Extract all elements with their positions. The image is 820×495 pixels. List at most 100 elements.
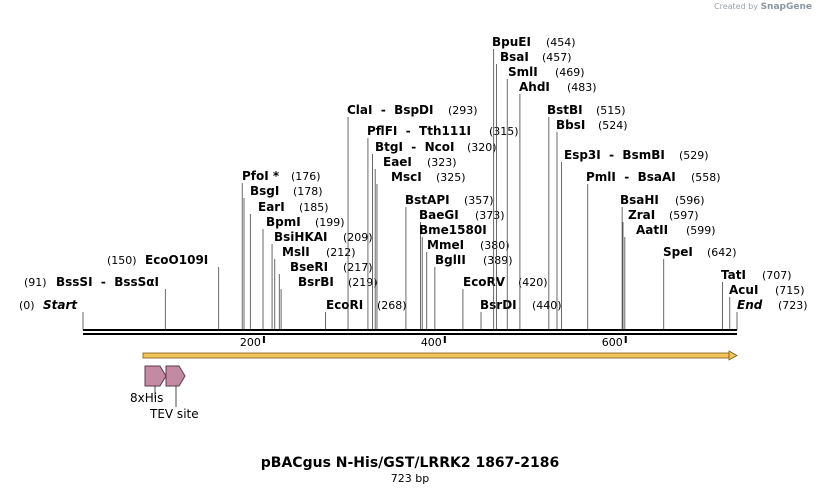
enzyme-position: (723)	[778, 299, 808, 312]
enzyme-name: ClaI - BspDI	[347, 103, 433, 117]
enzyme-name: AcuI	[729, 283, 758, 297]
enzyme-name: Start	[43, 298, 78, 312]
enzyme-site[interactable]: BstAPI (357)	[405, 193, 494, 330]
enzyme-name: BsiHKAI	[274, 230, 328, 244]
enzyme-sites: Start (0) BssSI - BssSαI (91) EcoO109I (150) P…	[19, 35, 808, 330]
enzyme-site[interactable]: PmlI - BsaAI (558)	[586, 170, 721, 330]
enzyme-position: (323)	[427, 156, 457, 169]
snapgene-credit: Created by SnapGene	[714, 2, 812, 12]
enzyme-site[interactable]: SmlI (469)	[506, 65, 585, 330]
enzyme-name: AhdI	[519, 80, 550, 94]
enzyme-name: BsaHI	[620, 193, 659, 207]
enzyme-name: SpeI	[663, 245, 693, 259]
enzyme-name: PflFI - Tth111I	[367, 124, 471, 138]
enzyme-name: BpuEI	[492, 35, 531, 49]
enzyme-position: (185)	[299, 201, 329, 214]
enzyme-position: (469)	[555, 66, 585, 79]
enzyme-site[interactable]: BbsI (524)	[556, 118, 628, 330]
enzyme-name: BsgI	[250, 184, 279, 198]
enzyme-site[interactable]: EarI (185)	[249, 200, 329, 330]
enzyme-position: (320)	[467, 141, 497, 154]
enzyme-name: Esp3I - BsmBI	[564, 148, 665, 162]
enzyme-name: EcoRV	[463, 275, 506, 289]
enzyme-site[interactable]: BpuEI (454)	[492, 35, 576, 330]
enzyme-position: (380)	[480, 239, 510, 252]
enzyme-name: MscI	[391, 170, 422, 184]
enzyme-site[interactable]: TatI (707)	[721, 268, 792, 330]
enzyme-position: (483)	[567, 81, 597, 94]
enzyme-site[interactable]: Start (0)	[19, 298, 84, 330]
enzyme-site[interactable]: BsaI (457)	[495, 50, 572, 330]
enzyme-site[interactable]: EcoO109I (150)	[107, 253, 220, 330]
enzyme-position: (293)	[448, 104, 478, 117]
enzyme-site[interactable]: AhdI (483)	[519, 80, 597, 330]
enzyme-name: BstBI	[547, 103, 583, 117]
enzyme-position: (373)	[475, 209, 505, 222]
enzyme-position: (529)	[679, 149, 709, 162]
enzyme-name: BglII	[435, 253, 466, 267]
enzyme-site[interactable]: BtgI - NcoI (320)	[372, 140, 497, 330]
enzyme-site[interactable]: ClaI - BspDI (293)	[347, 103, 478, 330]
feature-label-8xhis: 8xHis	[130, 391, 163, 405]
enzyme-name: BtgI - NcoI	[375, 140, 455, 154]
orf-arrow[interactable]	[142, 350, 738, 361]
enzyme-site[interactable]: BsiHKAI (209)	[271, 230, 373, 330]
enzyme-name: EcoO109I	[145, 253, 208, 267]
enzyme-position: (178)	[293, 185, 323, 198]
enzyme-position: (389)	[483, 254, 513, 267]
enzyme-position: (596)	[675, 194, 705, 207]
feature-8xhis[interactable]: 8xHis	[130, 365, 167, 405]
enzyme-name: BstAPI	[405, 193, 450, 207]
enzyme-site[interactable]: Bme1580I	[419, 223, 487, 330]
enzyme-site[interactable]: BglII (389)	[434, 253, 513, 330]
credit-prefix: Created by	[714, 2, 759, 11]
ruler-tick-label: 400	[421, 336, 442, 349]
enzyme-name: PfoI *	[242, 169, 280, 183]
enzyme-position: (199)	[315, 216, 345, 229]
enzyme-site[interactable]: Esp3I - BsmBI (529)	[561, 148, 709, 330]
feature-tev-site[interactable]: TEV site	[149, 365, 199, 421]
enzyme-position: (524)	[598, 119, 628, 132]
enzyme-site[interactable]: EcoRI (268)	[325, 298, 407, 330]
map-length: 723 bp	[390, 472, 430, 485]
enzyme-position: (0)	[19, 299, 35, 312]
enzyme-name: SmlI	[508, 65, 538, 79]
enzyme-site[interactable]: BsgI (178)	[243, 184, 323, 330]
ruler-tick-label: 600	[602, 336, 623, 349]
enzyme-site[interactable]: BssSI - BssSαI (91)	[24, 275, 166, 330]
enzyme-site[interactable]: ZraI (597)	[622, 208, 699, 330]
ruler-ticks: 200 400 600	[240, 336, 627, 349]
enzyme-position: (515)	[596, 104, 626, 117]
enzyme-site[interactable]: BstBI (515)	[547, 103, 626, 330]
enzyme-position: (457)	[542, 51, 572, 64]
enzyme-position: (454)	[546, 36, 576, 49]
sequence-backbone	[83, 329, 737, 335]
enzyme-name: BpmI	[266, 215, 301, 229]
enzyme-site[interactable]: EaeI (323)	[374, 155, 457, 330]
feature-label-tev-site: TEV site	[149, 407, 199, 421]
enzyme-name: BsrBI	[298, 275, 334, 289]
enzyme-site[interactable]: AatII (599)	[624, 223, 716, 330]
enzyme-name: ZraI	[628, 208, 655, 222]
credit-brand: SnapGene	[760, 2, 812, 12]
enzyme-name: BaeGI	[419, 208, 459, 222]
enzyme-site[interactable]: BsrDI (440)	[480, 298, 562, 330]
enzyme-name: TatI	[721, 268, 746, 282]
enzyme-site[interactable]: PfoI * (176)	[241, 169, 321, 330]
enzyme-position: (219)	[348, 276, 378, 289]
enzyme-site[interactable]: SpeI (642)	[663, 245, 737, 330]
enzyme-name: MslI	[282, 245, 310, 259]
enzyme-site[interactable]: BsrBI (219)	[280, 275, 378, 330]
enzyme-site[interactable]: BseRI (217)	[278, 260, 373, 330]
enzyme-site[interactable]: End (723)	[736, 298, 808, 330]
enzyme-site[interactable]: BsaHI (596)	[620, 193, 705, 330]
enzyme-site[interactable]: EcoRV (420)	[462, 275, 548, 330]
enzyme-position: (440)	[532, 299, 562, 312]
enzyme-site[interactable]: MscI (325)	[376, 170, 466, 330]
enzyme-name: PmlI - BsaAI	[586, 170, 676, 184]
enzyme-site[interactable]: BaeGI (373)	[419, 208, 505, 330]
enzyme-site[interactable]: AcuI (715)	[729, 283, 805, 330]
enzyme-site[interactable]: MmeI (380)	[426, 238, 510, 330]
enzyme-site[interactable]: BpmI (199)	[262, 215, 345, 330]
ruler-tick-label: 200	[240, 336, 261, 349]
